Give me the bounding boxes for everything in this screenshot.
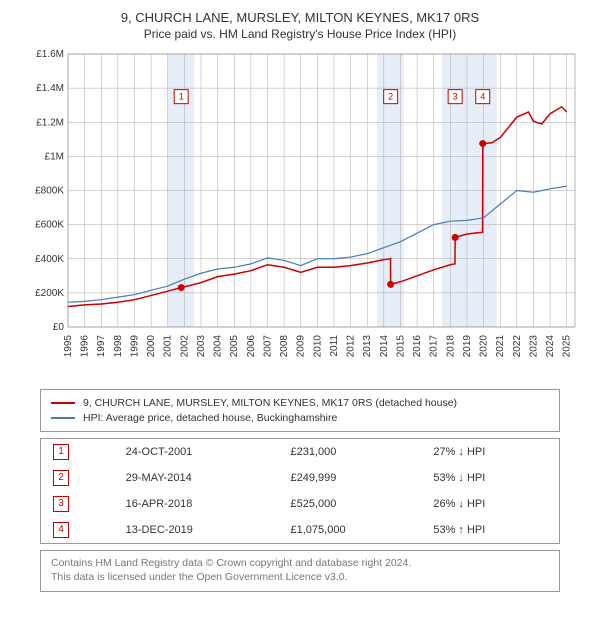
svg-text:2000: 2000: [146, 335, 157, 358]
event-row: 4 13-DEC-2019£1,075,00053% ↑ HPI: [41, 517, 560, 544]
event-price: £525,000: [279, 491, 422, 517]
svg-text:2019: 2019: [462, 335, 473, 358]
event-price: £1,075,000: [279, 517, 422, 544]
svg-text:1: 1: [179, 92, 184, 102]
svg-text:£1.2M: £1.2M: [36, 117, 64, 128]
event-marker: 4: [53, 522, 69, 538]
svg-text:2009: 2009: [296, 335, 307, 358]
chart-svg: £0 £200K £400K £600K £800K £1M £1.2M £1.4M £1.6M…: [20, 49, 580, 379]
legend: 9, CHURCH LANE, MURSLEY, MILTON KEYNES, …: [40, 389, 560, 432]
svg-text:2: 2: [388, 92, 393, 102]
svg-text:2024: 2024: [545, 335, 556, 358]
svg-text:2011: 2011: [329, 335, 340, 357]
event-row: 3 16-APR-2018£525,00026% ↓ HPI: [41, 491, 560, 517]
chart-title: 9, CHURCH LANE, MURSLEY, MILTON KEYNES, …: [10, 10, 590, 41]
svg-text:1995: 1995: [63, 335, 74, 358]
footer-line2: This data is licensed under the Open Gov…: [51, 571, 549, 585]
event-price: £231,000: [279, 439, 422, 466]
chart-area: £0 £200K £400K £600K £800K £1M £1.2M £1.4M £1.6M…: [20, 49, 580, 379]
svg-text:2006: 2006: [246, 335, 257, 358]
svg-text:2016: 2016: [412, 335, 423, 358]
svg-text:4: 4: [480, 92, 485, 102]
event-date: 13-DEC-2019: [114, 517, 279, 544]
svg-text:2023: 2023: [528, 335, 539, 358]
svg-text:1999: 1999: [129, 335, 140, 358]
svg-text:£1M: £1M: [45, 151, 64, 162]
svg-text:2021: 2021: [495, 335, 506, 358]
svg-text:3: 3: [453, 92, 458, 102]
event-marker: 1: [53, 444, 69, 460]
svg-text:£800K: £800K: [35, 186, 64, 197]
svg-text:2007: 2007: [262, 335, 273, 358]
svg-text:£0: £0: [53, 322, 65, 333]
svg-text:2025: 2025: [562, 335, 573, 358]
svg-text:2018: 2018: [445, 335, 456, 358]
event-marker: 2: [53, 470, 69, 486]
svg-text:1996: 1996: [80, 335, 91, 358]
legend-item: 9, CHURCH LANE, MURSLEY, MILTON KEYNES, …: [51, 396, 549, 411]
legend-swatch: [51, 417, 75, 419]
event-date: 16-APR-2018: [114, 491, 279, 517]
svg-text:2010: 2010: [312, 335, 323, 358]
title-line1: 9, CHURCH LANE, MURSLEY, MILTON KEYNES, …: [10, 10, 590, 25]
event-row: 2 29-MAY-2014£249,99953% ↓ HPI: [41, 465, 560, 491]
event-delta: 26% ↓ HPI: [421, 491, 559, 517]
event-price: £249,999: [279, 465, 422, 491]
svg-text:2008: 2008: [279, 335, 290, 358]
legend-label: HPI: Average price, detached house, Buck…: [83, 411, 337, 426]
event-marker: 3: [53, 496, 69, 512]
legend-swatch: [51, 402, 75, 404]
event-date: 24-OCT-2001: [114, 439, 279, 466]
svg-text:£600K: £600K: [35, 220, 64, 231]
svg-text:2005: 2005: [229, 335, 240, 358]
footer-line1: Contains HM Land Registry data © Crown c…: [51, 557, 549, 571]
svg-text:£200K: £200K: [35, 288, 64, 299]
legend-label: 9, CHURCH LANE, MURSLEY, MILTON KEYNES, …: [83, 396, 457, 411]
svg-text:2020: 2020: [479, 335, 490, 358]
svg-text:2001: 2001: [163, 335, 174, 358]
svg-text:£1.4M: £1.4M: [36, 83, 64, 94]
svg-text:2017: 2017: [429, 335, 440, 358]
event-table: 1 24-OCT-2001£231,00027% ↓ HPI 2 29-MAY-201…: [40, 438, 560, 544]
event-delta: 27% ↓ HPI: [421, 439, 559, 466]
legend-item: HPI: Average price, detached house, Buck…: [51, 411, 549, 426]
title-line2: Price paid vs. HM Land Registry's House …: [10, 27, 590, 41]
svg-text:£400K: £400K: [35, 254, 64, 265]
footer-note: Contains HM Land Registry data © Crown c…: [40, 550, 560, 591]
event-delta: 53% ↑ HPI: [421, 517, 559, 544]
event-row: 1 24-OCT-2001£231,00027% ↓ HPI: [41, 439, 560, 466]
svg-text:2015: 2015: [395, 335, 406, 358]
svg-text:2014: 2014: [379, 335, 390, 358]
svg-text:2002: 2002: [179, 335, 190, 358]
event-delta: 53% ↓ HPI: [421, 465, 559, 491]
svg-text:1998: 1998: [113, 335, 124, 358]
svg-text:2012: 2012: [346, 335, 357, 358]
svg-text:£1.6M: £1.6M: [36, 49, 64, 60]
svg-text:1997: 1997: [96, 335, 107, 358]
event-date: 29-MAY-2014: [114, 465, 279, 491]
svg-text:2004: 2004: [213, 335, 224, 358]
svg-text:2022: 2022: [512, 335, 523, 358]
svg-text:2013: 2013: [362, 335, 373, 358]
svg-text:2003: 2003: [196, 335, 207, 358]
